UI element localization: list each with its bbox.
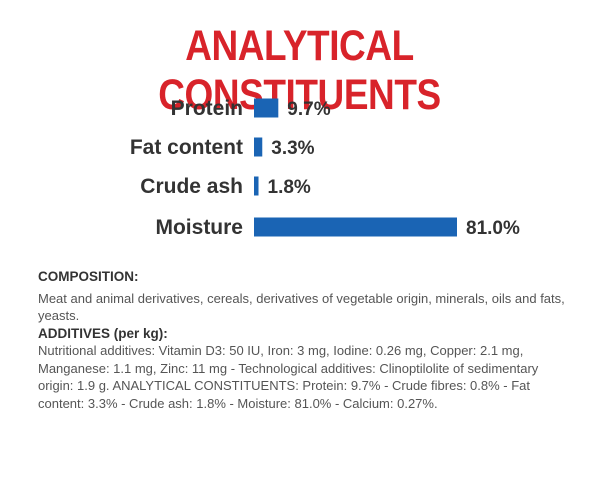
value-label: 1.8% bbox=[268, 177, 311, 198]
constituents-bar-chart: Protein 9.7% Fat content 3.3% Crude ash 1.8% M… bbox=[130, 97, 520, 239]
bar-protein bbox=[254, 98, 279, 118]
additives-heading: ADDITIVES (per kg): bbox=[38, 325, 168, 341]
value-label: 3.3% bbox=[271, 138, 314, 159]
value-label: 9.7% bbox=[287, 99, 330, 120]
composition-text: Meat and animal derivatives, cereals, de… bbox=[38, 290, 565, 324]
bar-crude-ash bbox=[254, 176, 259, 196]
additives-text: Nutritional additives: Vitamin D3: 50 IU… bbox=[38, 343, 539, 411]
value-label: 81.0% bbox=[466, 218, 520, 239]
category-label: Crude ash bbox=[140, 175, 243, 198]
composition-heading: COMPOSITION: bbox=[38, 269, 139, 284]
bar-fat-content bbox=[254, 137, 263, 157]
composition-section: COMPOSITION: Meat and animal derivatives… bbox=[38, 268, 568, 412]
category-label: Moisture bbox=[155, 216, 243, 239]
bar-moisture bbox=[254, 217, 457, 237]
category-label: Fat content bbox=[130, 136, 243, 159]
category-label: Protein bbox=[171, 97, 243, 120]
chart-title: ANALYTICAL CONSTITUENTS bbox=[158, 22, 441, 119]
